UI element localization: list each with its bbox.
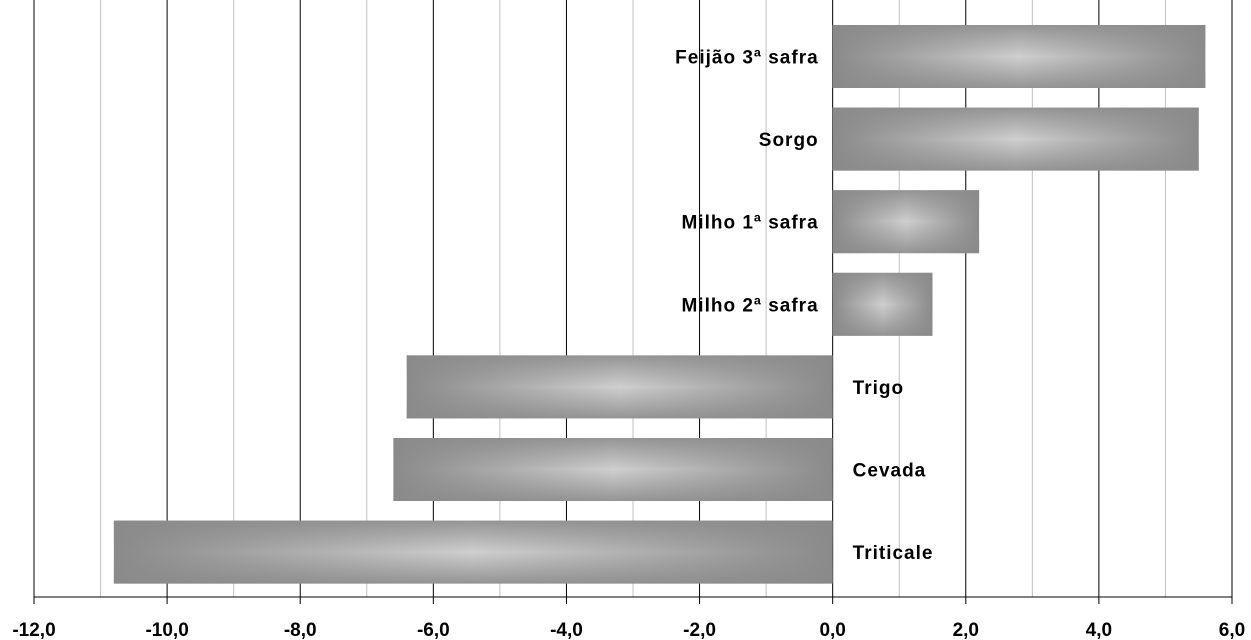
- x-tick-label: -2,0: [683, 620, 716, 640]
- bar: [113, 520, 833, 584]
- category-labels: Feijão 3ª safra Sorgo Milho 1ª safra Milho …: [675, 48, 934, 565]
- x-tick-label: -4,0: [550, 620, 583, 640]
- x-tick-label: 4,0: [1086, 620, 1112, 640]
- x-tick-label: -10,0: [145, 620, 188, 640]
- bar-shade: [832, 107, 1199, 171]
- category-label: Trigo: [853, 378, 904, 399]
- bar-shade: [832, 272, 933, 336]
- x-tick-label: 6,0: [1219, 620, 1245, 640]
- bar: [832, 107, 1199, 171]
- bar-shade: [406, 355, 833, 419]
- x-tick-label: -12,0: [12, 620, 55, 640]
- bar: [393, 438, 833, 501]
- bar: [832, 190, 980, 254]
- bar-shade: [832, 25, 1206, 88]
- x-tick-label: -6,0: [417, 620, 450, 640]
- bar: [832, 272, 933, 336]
- bar-shade: [113, 520, 833, 584]
- bar: [406, 355, 833, 419]
- category-label: Milho 2ª safra: [681, 295, 818, 316]
- grid-lines: [33, 0, 1233, 597]
- category-label: Sorgo: [759, 130, 819, 151]
- x-tick-label: 0,0: [819, 620, 845, 640]
- bar-shade: [832, 190, 980, 254]
- category-label: Cevada: [853, 461, 927, 482]
- x-tick-label: 2,0: [953, 620, 979, 640]
- x-tick-label: -8,0: [284, 620, 317, 640]
- bar: [832, 25, 1206, 88]
- x-axis: -12,0 -10,0 -8,0 -6,0 -4,0 -2,0 0,0 2,0 4,0 6,0: [12, 596, 1245, 640]
- category-label: Milho 1ª safra: [681, 213, 818, 234]
- bar-shade: [393, 438, 833, 501]
- bars: [113, 25, 1206, 584]
- category-label: Feijão 3ª safra: [675, 48, 818, 69]
- category-label: Triticale: [853, 543, 934, 564]
